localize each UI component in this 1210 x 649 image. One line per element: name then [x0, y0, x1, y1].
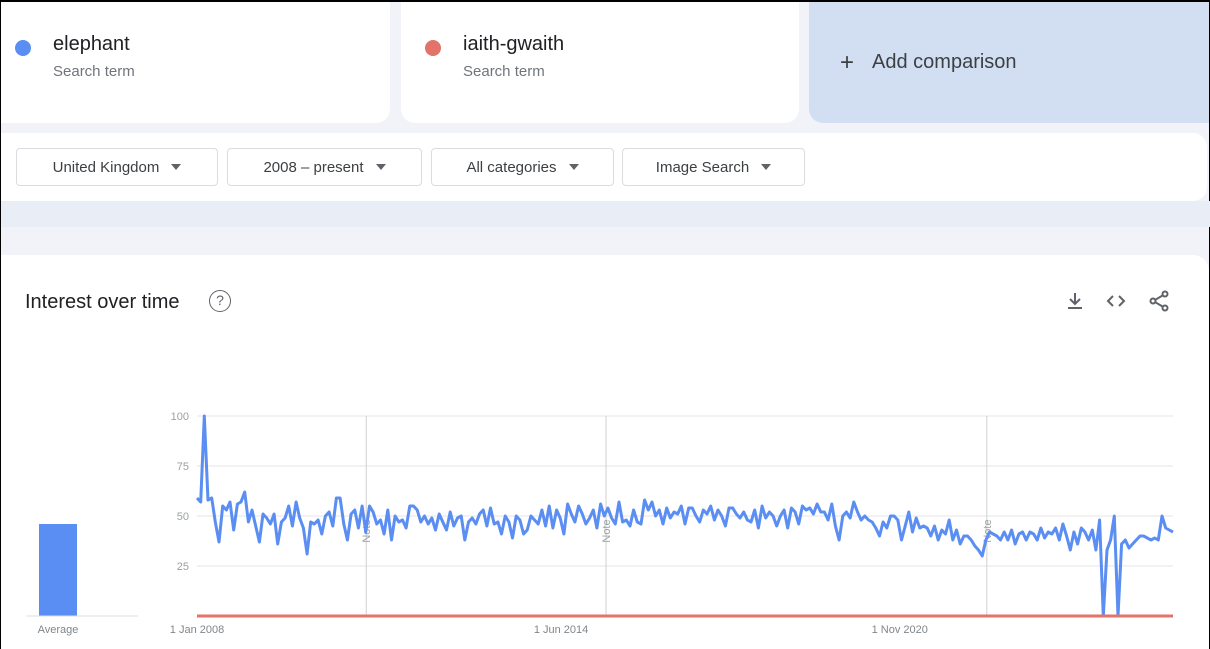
- time-range-dropdown-label: 2008 – present: [263, 158, 364, 176]
- search-term-subtitle: Search term: [53, 63, 135, 80]
- y-tick-label: 75: [177, 461, 189, 473]
- search-term-name[interactable]: iaith-gwaith: [463, 33, 565, 55]
- average-label: Average: [38, 624, 79, 636]
- time-range-dropdown[interactable]: 2008 – present: [227, 148, 422, 186]
- section-divider: [1, 201, 1210, 227]
- region-dropdown[interactable]: United Kingdom: [16, 148, 218, 186]
- search-term-name[interactable]: elephant: [53, 33, 130, 55]
- add-comparison-button[interactable]: + Add comparison: [809, 2, 1209, 123]
- category-dropdown[interactable]: All categories: [431, 148, 614, 186]
- search-term-card-1[interactable]: elephant Search term: [1, 2, 390, 123]
- search-term-subtitle: Search term: [463, 63, 545, 80]
- x-tick-label: 1 Nov 2020: [872, 624, 928, 636]
- y-tick-label: 25: [177, 561, 189, 573]
- download-icon[interactable]: [1063, 289, 1087, 313]
- category-dropdown-label: All categories: [466, 158, 557, 176]
- chart-title: Interest over time: [25, 291, 180, 313]
- average-bar: [39, 524, 77, 616]
- search-type-dropdown[interactable]: Image Search: [622, 148, 805, 186]
- note-label: Note: [982, 519, 994, 542]
- series-line-elephant: [195, 414, 1174, 618]
- caret-down-icon: [761, 164, 772, 170]
- caret-down-icon: [171, 164, 182, 170]
- search-term-card-2[interactable]: iaith-gwaith Search term: [401, 2, 799, 123]
- region-dropdown-label: United Kingdom: [52, 158, 160, 176]
- plus-icon: +: [840, 48, 855, 76]
- caret-down-icon: [568, 164, 579, 170]
- help-icon[interactable]: ?: [209, 290, 231, 312]
- series-color-dot: [15, 40, 31, 56]
- x-tick-label: 1 Jun 2014: [534, 624, 588, 636]
- note-label: Note: [601, 519, 613, 542]
- search-type-dropdown-label: Image Search: [655, 158, 750, 176]
- add-comparison-label: Add comparison: [872, 51, 1017, 73]
- y-tick-label: 50: [177, 511, 189, 523]
- series-color-dot: [425, 40, 441, 56]
- interest-over-time-card: Interest over time ? 100 75 50 25 Note Note No…: [1, 255, 1209, 649]
- x-tick-label: 1 Jan 2008: [170, 624, 224, 636]
- filter-bar: United Kingdom 2008 – present All catego…: [1, 133, 1207, 201]
- y-tick-label: 100: [171, 411, 189, 423]
- share-icon[interactable]: [1147, 289, 1171, 313]
- caret-down-icon: [375, 164, 386, 170]
- embed-icon[interactable]: [1104, 289, 1128, 313]
- frame-top: [1, 0, 1210, 2]
